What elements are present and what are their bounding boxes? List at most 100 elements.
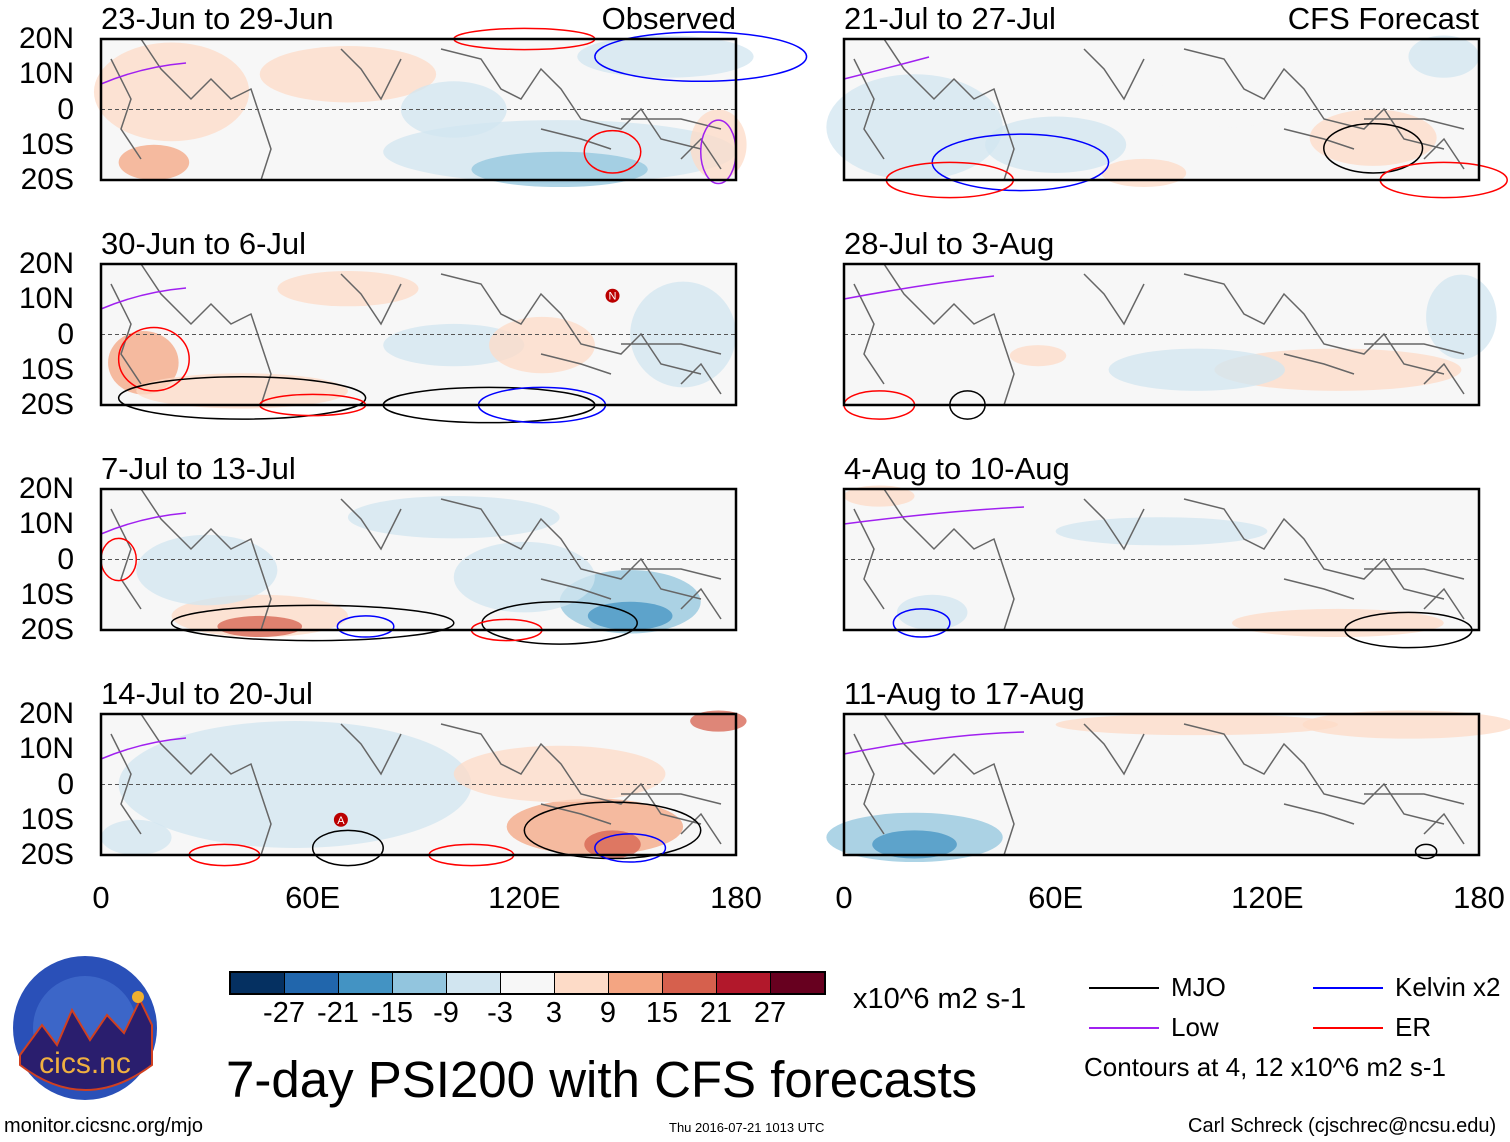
panel-frame	[99, 487, 738, 632]
contour	[1414, 843, 1438, 860]
lat-label: 0	[57, 767, 74, 801]
anomaly-shading	[1408, 35, 1479, 78]
panel-title: 7-Jul to 13-Jul	[101, 451, 296, 486]
contour	[170, 604, 455, 642]
anomaly-shading	[872, 830, 957, 859]
map-panel	[93, 27, 808, 188]
lat-label: 20S	[20, 388, 74, 421]
anomaly-shading	[1009, 345, 1067, 367]
contour	[1323, 122, 1424, 174]
coastlines	[110, 713, 722, 856]
lon-label: 60E	[285, 880, 341, 915]
anomaly-shading	[1161, 56, 1303, 128]
contour	[336, 615, 395, 638]
contour	[117, 326, 190, 392]
contour	[117, 376, 367, 420]
storm-marker-label: A	[337, 815, 345, 827]
legend-label: ER	[1395, 1012, 1432, 1042]
footer-timestamp: Thu 2016-07-21 1013 UTC	[669, 1120, 825, 1135]
panel-frame	[842, 712, 1481, 857]
lat-label: 10N	[18, 57, 74, 91]
anomaly-shading	[489, 316, 595, 374]
lat-label: 10N	[18, 732, 74, 766]
lat-label: 20N	[18, 247, 74, 280]
panel-frame	[842, 37, 1481, 182]
colorbar-label: 3	[545, 997, 563, 1029]
coastlines	[853, 488, 1465, 631]
map-panel	[842, 485, 1481, 649]
panel-title: 23-Jun to 29-Jun	[101, 1, 334, 36]
anomaly-shading	[118, 144, 190, 180]
anomaly-shading	[577, 35, 754, 78]
map-panel	[826, 710, 1510, 863]
colorbar-swatch	[555, 973, 609, 993]
contour-note: Contours at 4, 12 x10^6 m2 s-1	[1084, 1052, 1446, 1082]
anomaly-shading	[118, 721, 472, 848]
anomaly-shading	[1108, 348, 1285, 391]
lat-label: 10S	[20, 802, 74, 836]
lat-label: 20N	[18, 697, 74, 730]
contour	[583, 129, 642, 174]
lat-label: 20N	[18, 472, 74, 505]
lat-label: 20S	[20, 838, 74, 871]
colorbar-swatch	[231, 973, 285, 993]
legend-label: Low	[1171, 1012, 1219, 1042]
low-contour	[100, 287, 187, 310]
low-contour	[100, 62, 187, 85]
anomaly-shading	[136, 373, 348, 409]
panel-frame	[99, 37, 738, 182]
lon-label: 0	[835, 880, 853, 915]
colorbar-label: -9	[433, 997, 459, 1029]
anomaly-shading	[1101, 158, 1187, 188]
coastlines	[853, 38, 1465, 181]
anomaly-shading	[896, 594, 968, 630]
legend-line	[1313, 1027, 1383, 1029]
coastlines	[853, 263, 1465, 406]
storm-marker	[605, 288, 620, 303]
colorbar-label: -3	[487, 997, 513, 1029]
anomaly-shading	[587, 601, 673, 630]
colorbar-swatch	[663, 973, 717, 993]
panel-title: 4-Aug to 10-Aug	[844, 451, 1070, 486]
colorbar-label: 9	[599, 997, 617, 1029]
anomaly-shading	[259, 46, 437, 103]
panel-title: 11-Aug to 17-Aug	[844, 676, 1085, 711]
colorbar-label: -21	[317, 997, 359, 1029]
low-contour	[843, 275, 995, 300]
colorbar-swatch	[285, 973, 339, 993]
panel-frame	[99, 712, 738, 857]
map-panel	[99, 487, 738, 645]
map-panel: N	[99, 262, 738, 424]
panel-frame	[99, 262, 738, 407]
colorbar-label: 21	[699, 997, 733, 1029]
low-contour	[843, 506, 1025, 525]
lon-label: 180	[1453, 880, 1505, 915]
colorbar-swatch	[339, 973, 393, 993]
storm-marker-label: N	[609, 291, 617, 303]
logo-text: cics.nc	[39, 1047, 131, 1080]
coastlines	[110, 38, 722, 181]
contour	[311, 829, 384, 867]
anomaly-shading	[690, 109, 747, 180]
colorbar-swatch	[609, 973, 663, 993]
anomaly-shading	[1055, 714, 1338, 736]
colorbar-label: -27	[263, 997, 305, 1029]
lon-label: 60E	[1028, 880, 1084, 915]
footer-url[interactable]: monitor.cicsnc.org/mjo	[4, 1115, 203, 1137]
panel-title: 21-Jul to 27-Jul	[844, 1, 1056, 36]
anomaly-shading	[690, 710, 747, 732]
map-panel	[842, 262, 1497, 420]
panel-frame	[842, 487, 1481, 632]
panel-tag: CFS Forecast	[1287, 1, 1479, 36]
colorbar-swatch	[771, 973, 824, 993]
anomaly-shading	[471, 151, 648, 188]
panel-title: 28-Jul to 3-Aug	[844, 226, 1055, 261]
colorbar-swatch	[393, 973, 447, 993]
low-contour	[843, 56, 930, 80]
anomaly-shading	[826, 74, 1003, 180]
anomaly-shading	[101, 819, 172, 855]
lat-label: 20S	[20, 163, 74, 196]
legend-line	[1313, 987, 1383, 989]
anomaly-shading	[93, 42, 250, 142]
